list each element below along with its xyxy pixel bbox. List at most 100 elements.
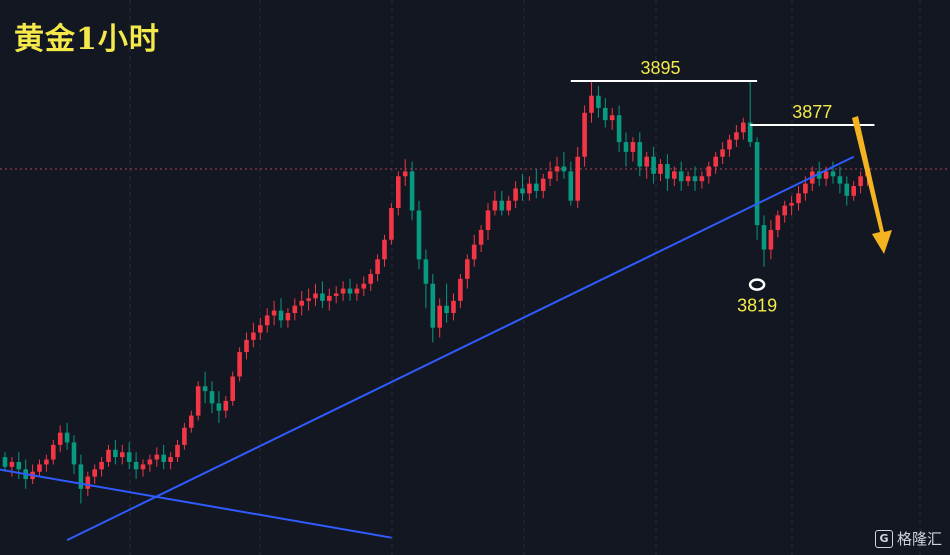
candle-body xyxy=(458,278,463,301)
candle-body xyxy=(320,293,325,301)
candle-body xyxy=(603,107,608,121)
candle-body xyxy=(209,391,215,404)
candle-body xyxy=(313,293,318,299)
candle-body xyxy=(382,239,387,260)
candle-body xyxy=(540,178,546,191)
candle-body xyxy=(678,171,684,182)
candle-body xyxy=(596,95,601,108)
candle-body xyxy=(416,210,422,260)
candle-body xyxy=(554,166,560,172)
candle-body xyxy=(299,300,304,306)
watermark-logo-icon: G xyxy=(874,529,893,548)
candle-body xyxy=(195,386,201,416)
candle-body xyxy=(499,200,505,211)
candle-body xyxy=(471,244,477,260)
candle-body xyxy=(230,376,235,401)
candle-body xyxy=(278,310,284,321)
candle-body xyxy=(844,183,850,196)
candle-body xyxy=(120,452,125,458)
candle-body xyxy=(506,200,511,211)
candle-body xyxy=(547,171,553,179)
candle-body xyxy=(44,459,49,465)
candle-body xyxy=(851,186,856,196)
candle-body xyxy=(789,203,794,206)
candle-body xyxy=(437,305,442,328)
candle-body xyxy=(51,444,56,460)
candle-body xyxy=(223,400,229,411)
candle-body xyxy=(644,156,649,167)
candle-body xyxy=(796,193,801,204)
watermark: G 格隆汇 xyxy=(874,528,942,549)
candle-body xyxy=(175,444,180,458)
candle-body xyxy=(182,427,187,445)
label-3877: 3877 xyxy=(792,102,832,122)
candle-body xyxy=(520,188,525,194)
candle-body xyxy=(389,208,394,240)
candle-body xyxy=(306,298,311,301)
chart-title: 黄金1小时 xyxy=(14,22,160,57)
candle-body xyxy=(368,273,373,284)
candle-body xyxy=(57,432,63,445)
candle-body xyxy=(823,171,829,179)
candle-body xyxy=(375,259,380,274)
candle-body xyxy=(665,164,670,179)
candle-body xyxy=(258,325,263,333)
candle-body xyxy=(782,205,787,216)
candle-body xyxy=(327,295,332,301)
candle-body xyxy=(616,115,622,143)
candle-body xyxy=(9,461,15,467)
candle-body xyxy=(271,310,277,316)
candle-body xyxy=(85,476,91,489)
candle-body xyxy=(623,142,629,152)
candle-body xyxy=(713,156,718,167)
candle-body xyxy=(99,461,104,470)
candle-body xyxy=(699,176,705,182)
candle-body xyxy=(64,432,70,443)
candle-body xyxy=(830,171,836,177)
candle-body xyxy=(534,183,539,191)
candle-body xyxy=(71,442,77,465)
candle-body xyxy=(264,315,270,326)
candle-body xyxy=(761,225,767,250)
candle-body xyxy=(16,461,22,470)
candle-body xyxy=(292,305,298,314)
candle-body xyxy=(78,464,84,489)
candle-body xyxy=(672,171,677,179)
candle-body xyxy=(637,142,643,167)
candle-body xyxy=(630,142,636,152)
candle-body xyxy=(347,288,353,294)
candle-body xyxy=(361,283,367,289)
candle-body xyxy=(451,300,456,314)
candle-body xyxy=(133,461,139,470)
candle-body xyxy=(202,386,208,392)
candle-body xyxy=(513,188,518,201)
candle-body xyxy=(126,452,132,462)
candle-body xyxy=(430,283,436,328)
candle-body xyxy=(803,183,808,194)
candle-body xyxy=(113,449,118,458)
low-marker xyxy=(748,278,766,291)
candle-body xyxy=(106,449,111,462)
candle-body xyxy=(658,164,663,174)
candle-body xyxy=(568,171,574,201)
candle-body xyxy=(609,115,615,121)
candle-body xyxy=(2,457,8,467)
candle-body xyxy=(402,171,408,177)
candle-body xyxy=(582,112,587,157)
candle-body xyxy=(727,139,732,150)
candle-body xyxy=(168,457,173,462)
candle-body xyxy=(478,230,484,245)
watermark-text: 格隆汇 xyxy=(896,530,942,548)
candle-body xyxy=(92,469,97,477)
candle-body xyxy=(251,332,256,340)
candle-body xyxy=(706,166,712,177)
candle-body xyxy=(237,352,242,377)
candle-body xyxy=(561,166,567,172)
candle-body xyxy=(692,176,698,182)
label-3819: 3819 xyxy=(737,296,777,316)
candle-body xyxy=(340,288,346,294)
candle-body xyxy=(747,122,753,143)
candle-body xyxy=(37,464,42,472)
candle-body xyxy=(527,183,532,194)
